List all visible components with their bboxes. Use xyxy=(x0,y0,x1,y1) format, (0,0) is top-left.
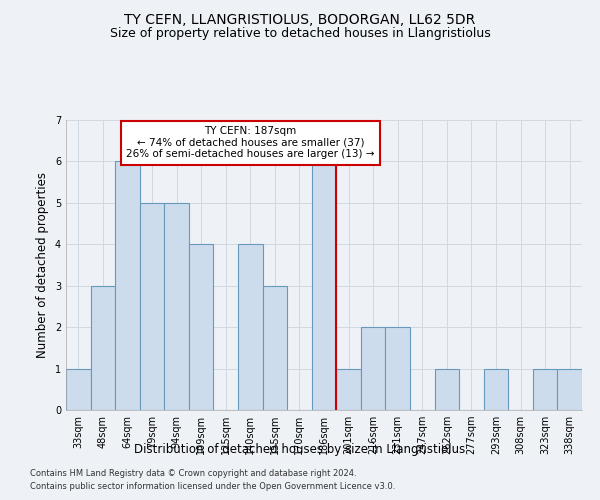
Bar xyxy=(238,244,263,410)
Bar xyxy=(336,368,361,410)
Text: Contains public sector information licensed under the Open Government Licence v3: Contains public sector information licen… xyxy=(30,482,395,491)
Bar xyxy=(115,162,140,410)
Bar xyxy=(66,368,91,410)
Bar xyxy=(140,203,164,410)
Bar xyxy=(312,162,336,410)
Text: TY CEFN: 187sqm
← 74% of detached houses are smaller (37)
26% of semi-detached h: TY CEFN: 187sqm ← 74% of detached houses… xyxy=(126,126,374,160)
Text: Distribution of detached houses by size in Llangristiolus: Distribution of detached houses by size … xyxy=(134,442,466,456)
Text: Size of property relative to detached houses in Llangristiolus: Size of property relative to detached ho… xyxy=(110,28,490,40)
Y-axis label: Number of detached properties: Number of detached properties xyxy=(37,172,49,358)
Bar xyxy=(434,368,459,410)
Bar xyxy=(361,327,385,410)
Bar xyxy=(164,203,189,410)
Bar xyxy=(533,368,557,410)
Bar xyxy=(484,368,508,410)
Bar xyxy=(263,286,287,410)
Text: Contains HM Land Registry data © Crown copyright and database right 2024.: Contains HM Land Registry data © Crown c… xyxy=(30,468,356,477)
Bar xyxy=(385,327,410,410)
Bar xyxy=(91,286,115,410)
Bar xyxy=(189,244,214,410)
Bar xyxy=(557,368,582,410)
Text: TY CEFN, LLANGRISTIOLUS, BODORGAN, LL62 5DR: TY CEFN, LLANGRISTIOLUS, BODORGAN, LL62 … xyxy=(124,12,476,26)
